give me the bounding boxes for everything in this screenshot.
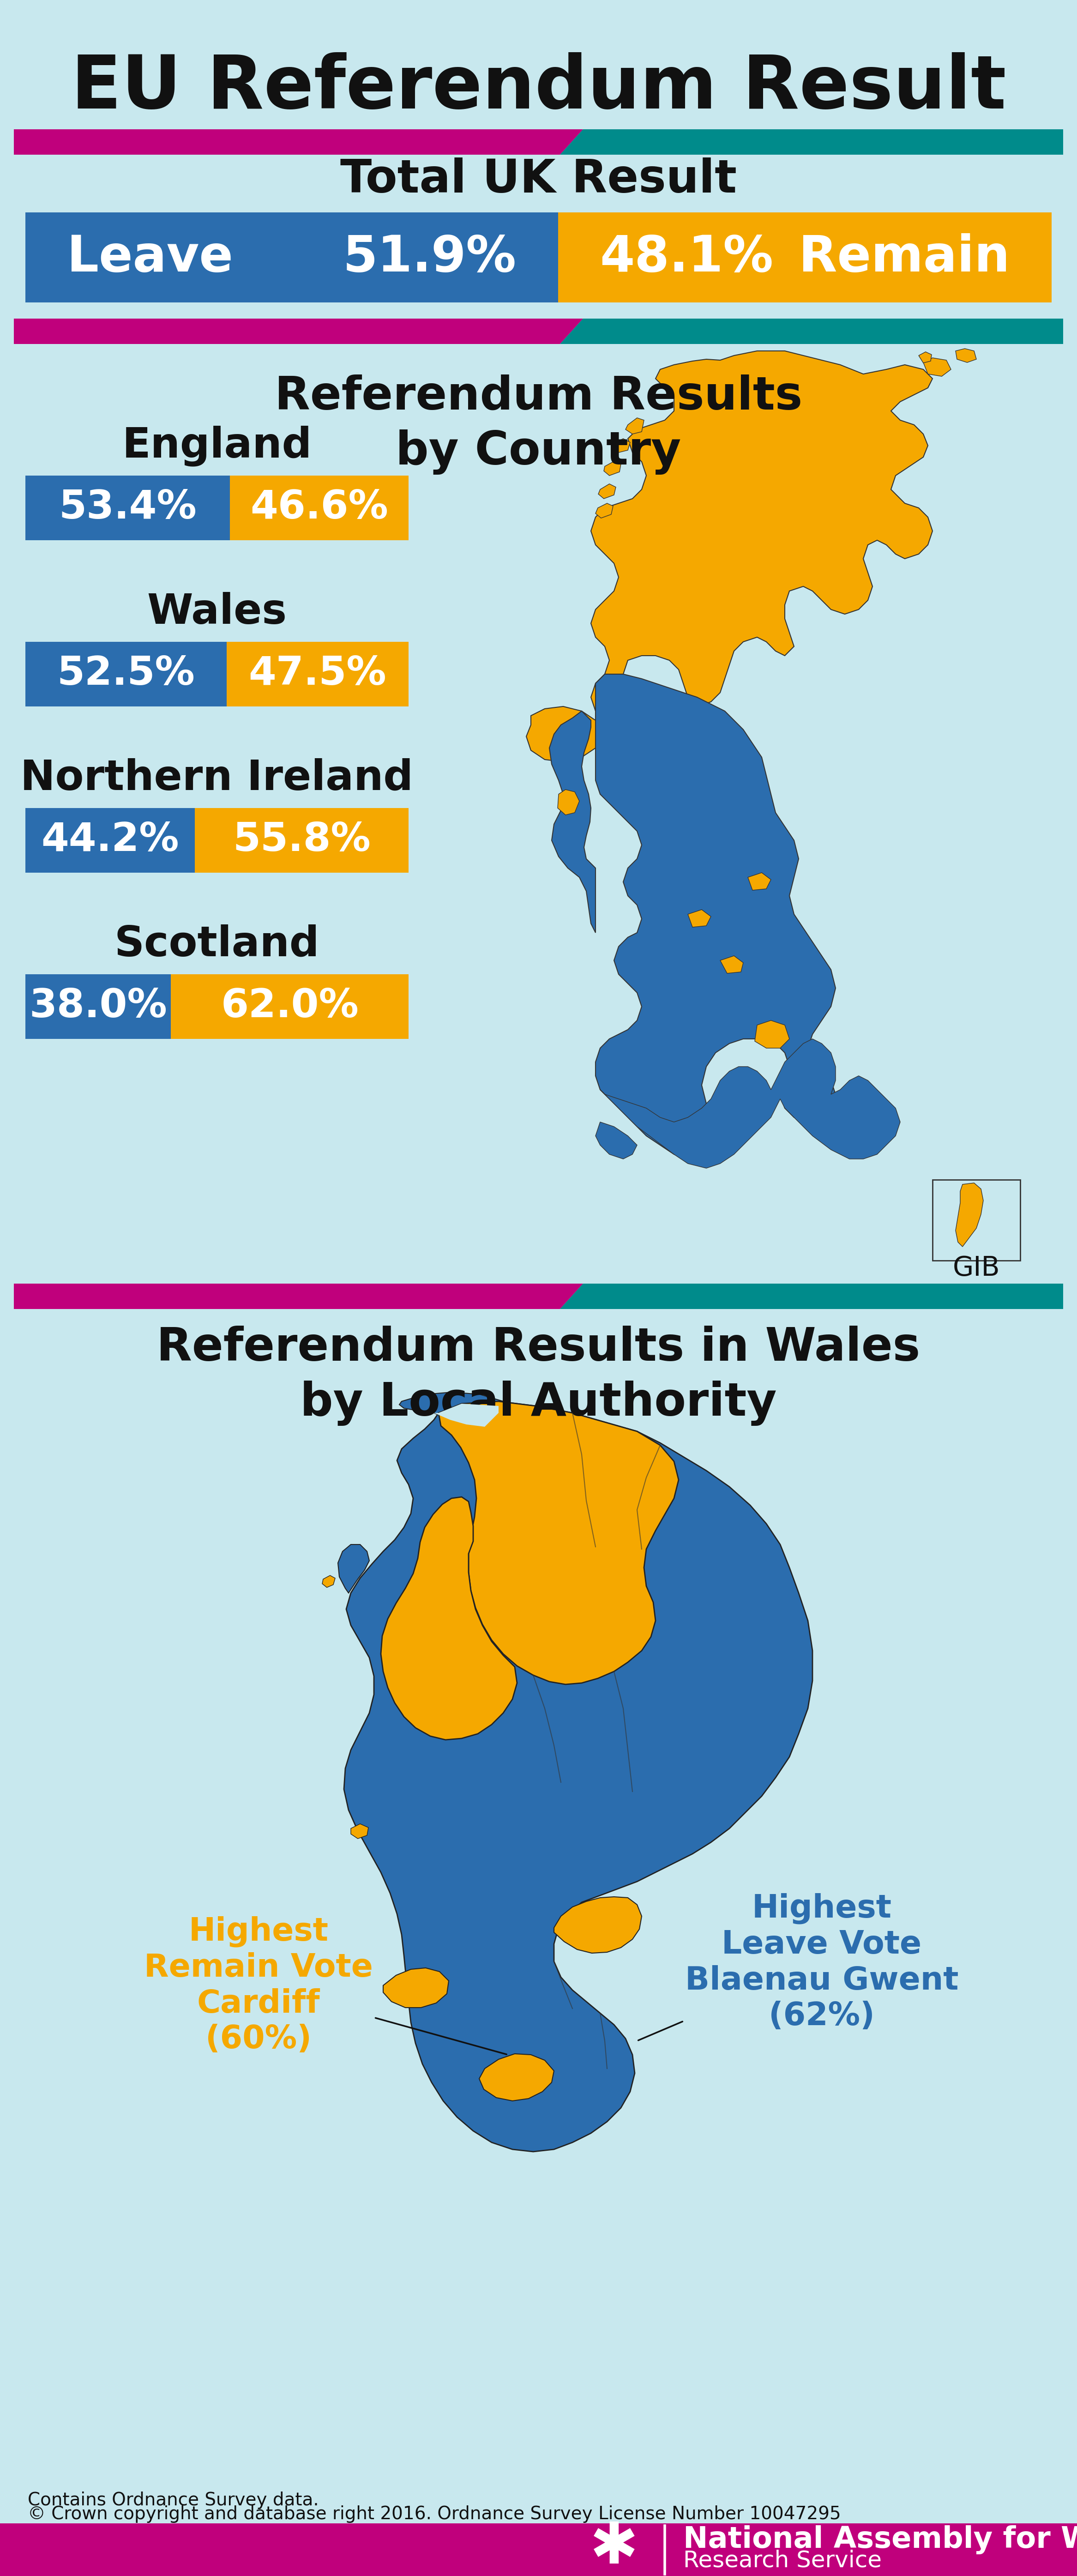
Polygon shape (599, 484, 616, 500)
Polygon shape (596, 1123, 638, 1159)
Polygon shape (527, 706, 600, 762)
Polygon shape (351, 1824, 368, 1839)
Text: Referendum Results in Wales
by Local Authority: Referendum Results in Wales by Local Aut… (156, 1324, 921, 1425)
Polygon shape (596, 502, 613, 518)
Polygon shape (721, 956, 743, 974)
Text: 47.5%: 47.5% (249, 654, 387, 693)
Text: 48.1%: 48.1% (600, 232, 773, 281)
Text: 38.0%: 38.0% (29, 987, 167, 1025)
Bar (26, 809, 195, 873)
Text: 44.2%: 44.2% (41, 822, 179, 860)
Bar (26, 974, 171, 1038)
Polygon shape (955, 348, 977, 363)
Text: Scotland: Scotland (114, 925, 320, 966)
Polygon shape (604, 461, 621, 477)
Bar (26, 641, 226, 706)
Text: Northern Ireland: Northern Ireland (20, 757, 414, 799)
Polygon shape (14, 1283, 583, 1309)
Text: © Crown copyright and database right 2016. Ordnance Survey License Number 100472: © Crown copyright and database right 201… (28, 2506, 841, 2522)
Text: Highest
Remain Vote
Cardiff
(60%): Highest Remain Vote Cardiff (60%) (144, 1917, 506, 2056)
Bar (0, 2524, 1077, 2576)
Polygon shape (338, 1546, 369, 1592)
Bar (26, 477, 230, 541)
Polygon shape (554, 1896, 642, 1953)
Text: England: England (122, 425, 312, 466)
Polygon shape (14, 319, 583, 345)
Text: Contains Ordnance Survey data.: Contains Ordnance Survey data. (28, 2491, 319, 2509)
Polygon shape (591, 350, 933, 724)
Polygon shape (596, 675, 836, 1159)
Bar (230, 477, 408, 541)
Polygon shape (923, 358, 951, 376)
Bar (226, 641, 408, 706)
Polygon shape (919, 353, 932, 363)
Text: GIB: GIB (953, 1255, 1001, 1280)
Polygon shape (560, 129, 1063, 155)
Polygon shape (688, 909, 711, 927)
Bar (171, 974, 408, 1038)
Text: National Assembly for Wales: National Assembly for Wales (683, 2524, 1077, 2553)
Text: 52.5%: 52.5% (57, 654, 195, 693)
Text: Wales: Wales (148, 592, 286, 634)
Text: Research Service: Research Service (683, 2550, 882, 2571)
Bar (558, 211, 1051, 301)
Polygon shape (479, 2053, 554, 2102)
Polygon shape (400, 1391, 517, 1427)
Text: Highest
Leave Vote
Blaenau Gwent
(62%): Highest Leave Vote Blaenau Gwent (62%) (639, 1893, 959, 2040)
Polygon shape (383, 1968, 449, 2007)
Text: 55.8%: 55.8% (233, 822, 370, 860)
Text: ✱: ✱ (590, 2519, 639, 2576)
Polygon shape (560, 319, 1063, 345)
Polygon shape (612, 438, 630, 453)
Polygon shape (344, 1401, 812, 2151)
Bar (195, 809, 408, 873)
Polygon shape (558, 791, 579, 814)
Polygon shape (434, 1404, 499, 1427)
Polygon shape (626, 417, 644, 433)
Bar (933, 1180, 1020, 1260)
Text: 51.9%: 51.9% (342, 232, 517, 281)
Polygon shape (14, 129, 583, 155)
Text: 53.4%: 53.4% (59, 489, 197, 528)
Text: EU Referendum Result: EU Referendum Result (71, 52, 1006, 124)
Text: Leave: Leave (67, 232, 233, 281)
Polygon shape (549, 711, 596, 933)
Polygon shape (955, 1182, 983, 1247)
Polygon shape (747, 873, 771, 891)
Text: Referendum Results
by Country: Referendum Results by Country (275, 374, 802, 474)
Polygon shape (600, 1038, 900, 1167)
Text: 46.6%: 46.6% (250, 489, 388, 528)
Polygon shape (560, 1283, 1063, 1309)
Polygon shape (755, 1020, 789, 1048)
Text: Total UK Result: Total UK Result (340, 157, 737, 204)
Bar (26, 211, 558, 301)
Text: Remain: Remain (799, 232, 1010, 281)
Polygon shape (322, 1577, 335, 1587)
Polygon shape (438, 1401, 679, 1685)
Text: 62.0%: 62.0% (221, 987, 359, 1025)
Polygon shape (381, 1497, 517, 1739)
